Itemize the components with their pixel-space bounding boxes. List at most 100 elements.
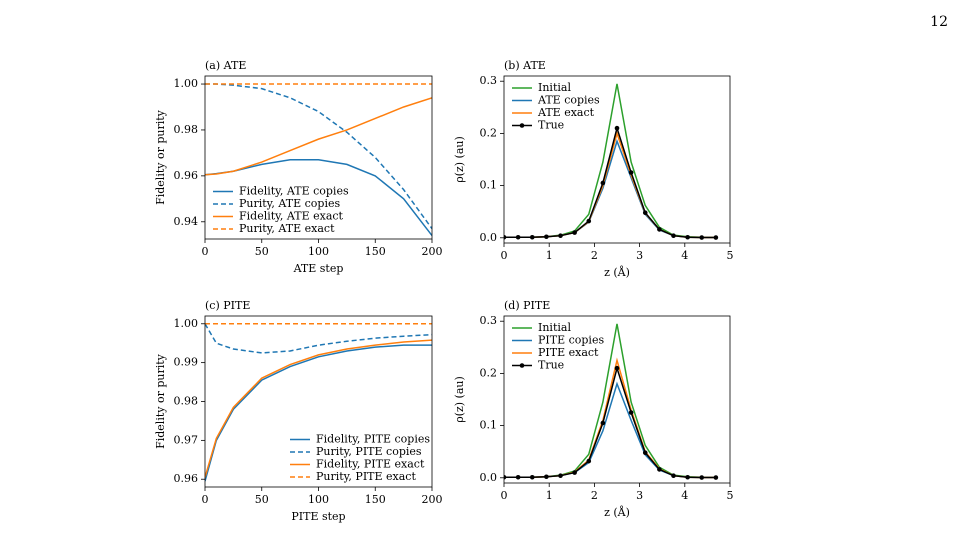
- data-point: [544, 474, 549, 480]
- data-point: [685, 234, 690, 240]
- legend-label: Purity, ATE exact: [239, 222, 335, 235]
- y-tick-label: 0.94: [174, 215, 199, 228]
- axes-frame: [204, 315, 433, 488]
- x-tick-label: 0: [501, 489, 508, 502]
- x-tick-label: 150: [365, 245, 386, 258]
- panel-title: (c) PITE: [205, 299, 250, 312]
- series-line: [205, 339, 432, 478]
- data-point: [572, 230, 577, 235]
- data-point: [558, 233, 563, 238]
- x-axis-label: ATE step: [293, 262, 344, 275]
- data-point: [713, 235, 719, 240]
- data-point: [572, 470, 577, 475]
- x-tick-label: 2: [591, 489, 598, 502]
- x-tick-label: 100: [308, 493, 329, 506]
- data-point: [642, 210, 648, 216]
- y-tick-label: 0.96: [174, 472, 199, 485]
- legend-label: Fidelity, ATE exact: [239, 210, 344, 223]
- y-tick-label: 0.99: [174, 356, 199, 369]
- data-point: [529, 474, 535, 480]
- y-tick-label: 0.1: [480, 419, 498, 432]
- series-line: [205, 323, 432, 354]
- x-tick-label: 50: [255, 245, 269, 258]
- panel-title: (d) PITE: [504, 299, 550, 312]
- legend-label: Fidelity, ATE copies: [239, 185, 349, 198]
- y-tick-label: 1.00: [174, 317, 199, 330]
- data-point: [529, 234, 535, 240]
- x-tick-label: 200: [422, 493, 443, 506]
- plot-area: [504, 83, 719, 240]
- data-point: [586, 458, 592, 464]
- panel-title: (b) ATE: [504, 59, 546, 72]
- legend-label: Fidelity, PITE exact: [316, 458, 425, 471]
- y-tick-label: 0.98: [174, 123, 199, 136]
- data-point: [600, 420, 606, 426]
- axes-frame: [503, 75, 731, 244]
- x-tick-label: 1: [546, 489, 553, 502]
- legend-label: Purity, PITE exact: [316, 470, 416, 483]
- data-point: [600, 180, 606, 186]
- data-point: [671, 233, 676, 238]
- data-point: [628, 410, 634, 415]
- y-tick-label: 0.3: [480, 74, 498, 87]
- x-axis-label: z (Å): [604, 265, 630, 279]
- legend-label: Purity, PITE copies: [316, 445, 422, 458]
- plot-area: [205, 83, 432, 237]
- y-tick-label: 0.3: [480, 314, 498, 327]
- x-tick-label: 4: [681, 249, 688, 262]
- legend-marker: [519, 363, 525, 368]
- data-point: [642, 450, 648, 456]
- data-point: [504, 474, 507, 480]
- x-axis-label: PITE step: [291, 510, 345, 523]
- series-line: [504, 357, 716, 479]
- y-axis-label: ρ(z) (au): [453, 136, 466, 183]
- y-tick-label: 0.97: [174, 433, 199, 446]
- y-axis-label: Fidelity or purity: [154, 353, 167, 449]
- y-tick-label: 0.98: [174, 395, 199, 408]
- x-tick-label: 200: [422, 245, 443, 258]
- legend-label: Purity, ATE copies: [239, 197, 340, 210]
- page-number: 12: [930, 14, 948, 30]
- y-tick-label: 0.2: [480, 366, 498, 379]
- data-point: [558, 473, 563, 478]
- series-line: [205, 97, 432, 176]
- data-point: [657, 467, 662, 472]
- data-point: [713, 475, 719, 480]
- data-point: [504, 234, 507, 240]
- x-tick-label: 0: [501, 249, 508, 262]
- x-tick-label: 0: [202, 245, 209, 258]
- x-tick-label: 3: [636, 249, 643, 262]
- x-tick-label: 3: [636, 489, 643, 502]
- legend-label: ATE exact: [537, 106, 595, 119]
- panel-title: (a) ATE: [205, 59, 246, 72]
- axes-frame: [503, 315, 731, 484]
- data-point: [671, 473, 676, 478]
- y-axis-label: Fidelity or purity: [154, 109, 167, 205]
- series-line: [504, 125, 716, 239]
- data-point: [628, 170, 634, 175]
- data-point: [657, 227, 662, 232]
- legend-label: PITE copies: [538, 334, 604, 347]
- legend-label: Fidelity, PITE copies: [316, 433, 430, 446]
- y-tick-label: 0.0: [480, 231, 498, 244]
- axes-frame: [204, 75, 433, 240]
- legend-label: True: [538, 359, 564, 372]
- x-tick-label: 100: [308, 245, 329, 258]
- plot-area: [205, 323, 432, 482]
- series-line: [205, 344, 432, 482]
- x-tick-label: 50: [255, 493, 269, 506]
- x-tick-label: 1: [546, 249, 553, 262]
- data-point: [699, 235, 705, 240]
- legend-marker: [519, 123, 525, 128]
- x-axis-label: z (Å): [604, 505, 630, 519]
- series-line: [504, 323, 716, 479]
- y-tick-label: 1.00: [174, 77, 199, 90]
- data-point: [685, 474, 690, 480]
- series-line: [504, 130, 716, 239]
- data-point: [515, 474, 521, 480]
- x-tick-label: 5: [727, 249, 734, 262]
- y-tick-label: 0.1: [480, 179, 498, 192]
- data-point: [544, 234, 549, 240]
- data-point: [614, 125, 620, 131]
